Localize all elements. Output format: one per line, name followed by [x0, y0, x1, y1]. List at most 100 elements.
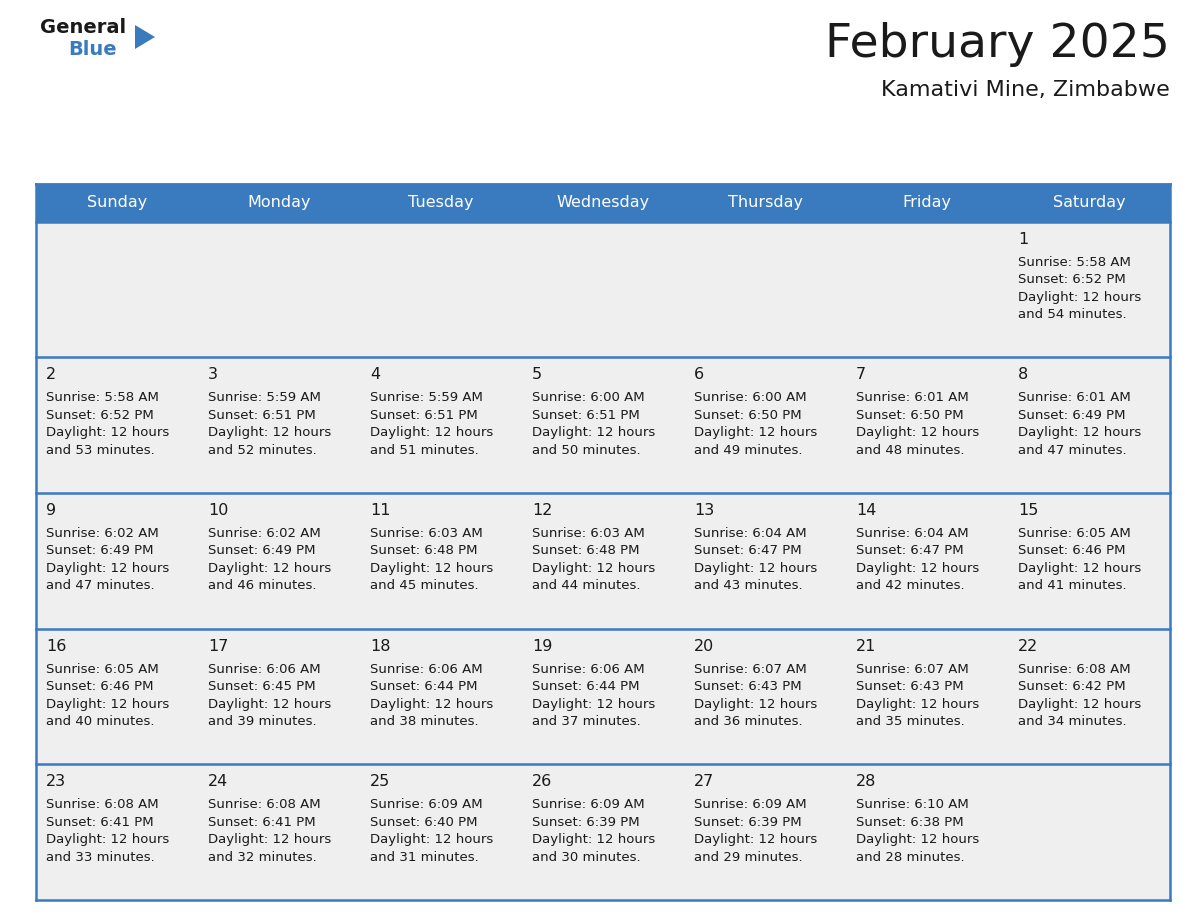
Text: and 51 minutes.: and 51 minutes.: [369, 443, 479, 457]
Bar: [36, 221, 198, 357]
Text: Sunset: 6:38 PM: Sunset: 6:38 PM: [857, 816, 963, 829]
Text: Daylight: 12 hours: Daylight: 12 hours: [857, 834, 979, 846]
Text: Tuesday: Tuesday: [409, 196, 474, 210]
Text: and 41 minutes.: and 41 minutes.: [1018, 579, 1126, 592]
Text: Sunrise: 6:02 AM: Sunrise: 6:02 AM: [208, 527, 321, 540]
Text: Daylight: 12 hours: Daylight: 12 hours: [46, 562, 169, 575]
Text: and 49 minutes.: and 49 minutes.: [694, 443, 803, 457]
Bar: [846, 765, 1007, 900]
Text: Sunrise: 6:02 AM: Sunrise: 6:02 AM: [46, 527, 159, 540]
Text: 20: 20: [694, 639, 714, 654]
Text: Sunrise: 6:08 AM: Sunrise: 6:08 AM: [208, 799, 321, 812]
Text: Sunset: 6:51 PM: Sunset: 6:51 PM: [369, 409, 478, 421]
Text: and 30 minutes.: and 30 minutes.: [532, 851, 640, 864]
Bar: [1007, 221, 1170, 357]
Bar: [36, 184, 1170, 221]
Text: 7: 7: [857, 367, 866, 382]
Text: 2: 2: [46, 367, 56, 382]
Text: 1: 1: [1018, 231, 1029, 247]
Text: 13: 13: [694, 503, 714, 518]
Text: Sunset: 6:46 PM: Sunset: 6:46 PM: [46, 680, 153, 693]
Text: Sunset: 6:45 PM: Sunset: 6:45 PM: [208, 680, 316, 693]
Text: 21: 21: [857, 639, 877, 654]
Text: Sunset: 6:42 PM: Sunset: 6:42 PM: [1018, 680, 1125, 693]
Text: Sunrise: 6:06 AM: Sunrise: 6:06 AM: [532, 663, 645, 676]
Bar: [360, 493, 522, 629]
Text: Sunrise: 6:04 AM: Sunrise: 6:04 AM: [857, 527, 968, 540]
Text: and 44 minutes.: and 44 minutes.: [532, 579, 640, 592]
Text: 14: 14: [857, 503, 877, 518]
Bar: [198, 765, 360, 900]
Bar: [684, 629, 846, 765]
Text: Sunrise: 5:59 AM: Sunrise: 5:59 AM: [208, 391, 321, 404]
Bar: [198, 357, 360, 493]
Text: Sunrise: 5:58 AM: Sunrise: 5:58 AM: [46, 391, 159, 404]
Bar: [1007, 629, 1170, 765]
Text: 19: 19: [532, 639, 552, 654]
Text: Daylight: 12 hours: Daylight: 12 hours: [532, 426, 656, 440]
Text: and 35 minutes.: and 35 minutes.: [857, 715, 965, 728]
Text: and 37 minutes.: and 37 minutes.: [532, 715, 640, 728]
Bar: [198, 493, 360, 629]
Text: Sunset: 6:39 PM: Sunset: 6:39 PM: [532, 816, 639, 829]
Text: Sunset: 6:47 PM: Sunset: 6:47 PM: [857, 544, 963, 557]
Text: Sunset: 6:43 PM: Sunset: 6:43 PM: [857, 680, 963, 693]
Text: Daylight: 12 hours: Daylight: 12 hours: [532, 562, 656, 575]
Bar: [198, 221, 360, 357]
Text: 16: 16: [46, 639, 67, 654]
Text: and 43 minutes.: and 43 minutes.: [694, 579, 803, 592]
Text: Monday: Monday: [247, 196, 311, 210]
Text: and 39 minutes.: and 39 minutes.: [208, 715, 317, 728]
Text: Daylight: 12 hours: Daylight: 12 hours: [208, 562, 331, 575]
Text: 17: 17: [208, 639, 228, 654]
Text: Sunrise: 6:01 AM: Sunrise: 6:01 AM: [1018, 391, 1131, 404]
Text: 27: 27: [694, 774, 714, 789]
Text: Sunset: 6:39 PM: Sunset: 6:39 PM: [694, 816, 802, 829]
Text: Sunset: 6:51 PM: Sunset: 6:51 PM: [208, 409, 316, 421]
Text: Sunset: 6:47 PM: Sunset: 6:47 PM: [694, 544, 802, 557]
Text: Sunrise: 5:58 AM: Sunrise: 5:58 AM: [1018, 255, 1131, 269]
Text: Daylight: 12 hours: Daylight: 12 hours: [1018, 426, 1142, 440]
Bar: [1007, 357, 1170, 493]
Bar: [1007, 493, 1170, 629]
Text: Sunrise: 5:59 AM: Sunrise: 5:59 AM: [369, 391, 482, 404]
Bar: [360, 765, 522, 900]
Text: Sunrise: 6:06 AM: Sunrise: 6:06 AM: [369, 663, 482, 676]
Text: Saturday: Saturday: [1053, 196, 1125, 210]
Text: Sunrise: 6:08 AM: Sunrise: 6:08 AM: [1018, 663, 1131, 676]
Text: 26: 26: [532, 774, 552, 789]
Text: Sunset: 6:41 PM: Sunset: 6:41 PM: [46, 816, 153, 829]
Text: 6: 6: [694, 367, 704, 382]
Text: Sunset: 6:49 PM: Sunset: 6:49 PM: [46, 544, 153, 557]
Text: Sunset: 6:52 PM: Sunset: 6:52 PM: [46, 409, 153, 421]
Text: Sunrise: 6:01 AM: Sunrise: 6:01 AM: [857, 391, 968, 404]
Text: and 40 minutes.: and 40 minutes.: [46, 715, 154, 728]
Text: Sunset: 6:52 PM: Sunset: 6:52 PM: [1018, 273, 1126, 286]
Text: Daylight: 12 hours: Daylight: 12 hours: [694, 426, 817, 440]
Text: Friday: Friday: [903, 196, 952, 210]
Text: 4: 4: [369, 367, 380, 382]
Text: Kamativi Mine, Zimbabwe: Kamativi Mine, Zimbabwe: [881, 80, 1170, 100]
Text: Sunday: Sunday: [87, 196, 147, 210]
Bar: [198, 629, 360, 765]
Text: Daylight: 12 hours: Daylight: 12 hours: [694, 562, 817, 575]
Text: Sunrise: 6:09 AM: Sunrise: 6:09 AM: [369, 799, 482, 812]
Text: Sunrise: 6:07 AM: Sunrise: 6:07 AM: [857, 663, 968, 676]
Text: 22: 22: [1018, 639, 1038, 654]
Bar: [1007, 765, 1170, 900]
Text: Sunset: 6:50 PM: Sunset: 6:50 PM: [694, 409, 802, 421]
Text: Sunrise: 6:08 AM: Sunrise: 6:08 AM: [46, 799, 159, 812]
Text: 15: 15: [1018, 503, 1038, 518]
Text: and 38 minutes.: and 38 minutes.: [369, 715, 479, 728]
Text: Daylight: 12 hours: Daylight: 12 hours: [369, 698, 493, 711]
Text: and 47 minutes.: and 47 minutes.: [46, 579, 154, 592]
Text: Daylight: 12 hours: Daylight: 12 hours: [1018, 698, 1142, 711]
Text: Thursday: Thursday: [727, 196, 803, 210]
Text: Sunrise: 6:03 AM: Sunrise: 6:03 AM: [369, 527, 482, 540]
Text: Daylight: 12 hours: Daylight: 12 hours: [532, 698, 656, 711]
Bar: [36, 493, 198, 629]
Bar: [684, 221, 846, 357]
Text: and 42 minutes.: and 42 minutes.: [857, 579, 965, 592]
Bar: [846, 629, 1007, 765]
Text: and 36 minutes.: and 36 minutes.: [694, 715, 803, 728]
